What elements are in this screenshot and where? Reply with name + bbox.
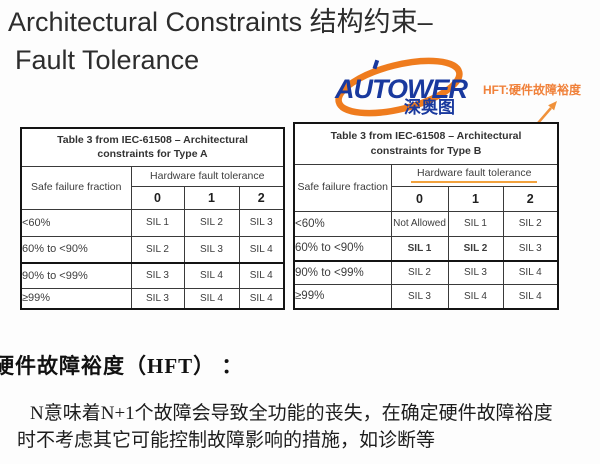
sil-cell: SIL 4 xyxy=(238,235,285,264)
sil-cell-highlight-red: SIL 2 xyxy=(447,235,504,262)
sil-cell: SIL 3 xyxy=(390,283,449,310)
sff-label: ≥99% xyxy=(293,283,392,310)
table-a-col-0: 0 xyxy=(130,185,185,210)
not-allowed-cell: Not Allowed xyxy=(390,210,449,237)
table-b-row-header: Safe failure fraction xyxy=(293,163,392,212)
table-a-col-group: Hardware fault tolerance xyxy=(130,165,285,187)
table-b-title-line1: Table 3 from IEC-61508 – Architectural xyxy=(330,130,522,143)
table-row: ≥99% SIL 3 SIL 4 SIL 4 xyxy=(20,287,285,310)
table-b-col-group: Hardware fault tolerance xyxy=(390,163,559,187)
sil-cell: SIL 2 xyxy=(390,260,449,285)
table-a-col-group-text: Hardware fault tolerance xyxy=(150,170,265,182)
table-a-row-header: Safe failure fraction xyxy=(20,165,132,210)
table-row: <60% SIL 1 SIL 2 SIL 3 xyxy=(20,208,285,237)
table-a-row-header-text: Safe failure fraction xyxy=(31,180,122,193)
hft-definition-line1: N意味着N+1个故障会导致全功能的丧失，在确定硬件故障裕度 xyxy=(30,403,553,424)
sff-label: 60% to <90% xyxy=(20,235,132,264)
sil-cell: SIL 3 xyxy=(502,235,559,262)
table-b-row-header-text: Safe failure fraction xyxy=(297,180,388,193)
sff-label: <60% xyxy=(293,210,392,237)
table-row: 60% to <90% SIL 1 SIL 2 SIL 3 xyxy=(293,235,559,262)
sil-cell: SIL 3 xyxy=(183,235,240,264)
sff-label: 90% to <99% xyxy=(293,260,392,285)
sil-cell: SIL 4 xyxy=(238,287,285,310)
table-row: ≥99% SIL 3 SIL 4 SIL 4 xyxy=(293,283,559,310)
company-logo: AUTOWER 深奥图 xyxy=(334,57,469,117)
table-a-col-1: 1 xyxy=(183,185,240,210)
sff-label: <60% xyxy=(20,208,132,237)
table-row: 90% to <99% SIL 3 SIL 4 SIL 4 xyxy=(20,262,285,289)
sil-cell: SIL 4 xyxy=(502,260,559,285)
hft-annotation-label: HFT:硬件故障裕度 xyxy=(483,83,581,97)
table-a-title-line2: constraints for Type A xyxy=(97,148,208,161)
table-type-b: Table 3 from IEC-61508 – Architectural c… xyxy=(293,122,560,310)
sil-cell: SIL 4 xyxy=(238,262,285,289)
sil-cell: SIL 3 xyxy=(130,262,185,289)
page-title-line2: Fault Tolerance xyxy=(15,45,200,75)
sil-cell: SIL 1 xyxy=(130,208,185,237)
table-b-col-1: 1 xyxy=(447,185,504,212)
table-a-title-line1: Table 3 from IEC-61508 – Architectural xyxy=(57,133,248,146)
sff-label: ≥99% xyxy=(20,287,132,310)
sff-label: 60% to <90% xyxy=(293,235,392,262)
table-type-a: Table 3 from IEC-61508 – Architectural c… xyxy=(20,127,286,310)
page-title: Architectural Constraints 结构约束– Fault To… xyxy=(8,3,433,79)
sil-cell-highlight-blue: SIL 1 xyxy=(390,235,449,262)
logo-swoosh-icon xyxy=(335,57,463,117)
sil-cell: SIL 4 xyxy=(447,283,504,310)
sil-cell: SIL 3 xyxy=(447,260,504,285)
table-b-col-0: 0 xyxy=(390,185,449,212)
sff-label: 90% to <99% xyxy=(20,262,132,289)
logo-brand-text: AUTOWER xyxy=(334,74,468,104)
hft-definition-line2: 时不考虑其它可能控制故障影响的措施，如诊断等 xyxy=(17,430,436,451)
table-row: <60% Not Allowed SIL 1 SIL 2 xyxy=(293,210,559,237)
sil-cell: SIL 4 xyxy=(183,287,240,310)
sil-cell: SIL 2 xyxy=(183,208,240,237)
sil-cell: SIL 1 xyxy=(447,210,504,237)
sil-cell: SIL 3 xyxy=(238,208,285,237)
table-b-col-2: 2 xyxy=(502,185,559,212)
table-b-title: Table 3 from IEC-61508 – Architectural c… xyxy=(293,122,559,165)
sil-cell: SIL 4 xyxy=(502,283,559,310)
logo-subtitle-text: 深奥图 xyxy=(404,97,455,117)
table-a-title: Table 3 from IEC-61508 – Architectural c… xyxy=(20,127,285,167)
sil-cell: SIL 3 xyxy=(130,287,185,310)
table-row: 90% to <99% SIL 2 SIL 3 SIL 4 xyxy=(293,260,559,285)
table-b-col-group-text: Hardware fault tolerance xyxy=(411,167,538,183)
sil-cell: SIL 2 xyxy=(502,210,559,237)
sil-cell: SIL 2 xyxy=(130,235,185,264)
table-row: 60% to <90% SIL 2 SIL 3 SIL 4 xyxy=(20,235,285,264)
table-b-title-line2: constraints for Type B xyxy=(370,144,482,157)
page-title-line1: Architectural Constraints 结构约束– xyxy=(8,7,433,37)
annotation-arrow-head-icon xyxy=(548,101,557,111)
logo-accent-icon xyxy=(372,59,380,70)
table-a-col-2: 2 xyxy=(238,185,285,210)
sil-cell: SIL 4 xyxy=(183,262,240,289)
hft-definition-heading: 硬件故障裕度（HFT） ： xyxy=(0,354,244,378)
